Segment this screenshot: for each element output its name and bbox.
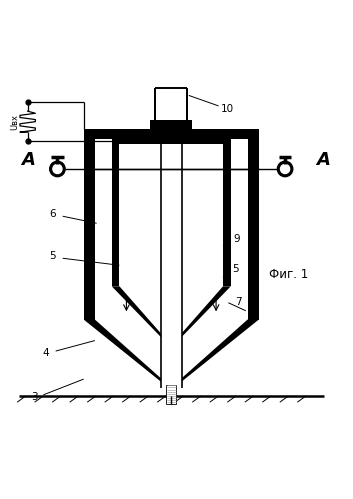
Text: 10: 10 — [221, 104, 234, 114]
Text: Uвх: Uвх — [10, 114, 19, 130]
Bar — [231, 139, 247, 319]
Polygon shape — [112, 144, 119, 286]
Text: 5: 5 — [49, 251, 55, 261]
Text: 7: 7 — [235, 297, 241, 307]
Circle shape — [50, 161, 65, 177]
Polygon shape — [112, 286, 169, 342]
Bar — [95, 139, 112, 319]
Polygon shape — [112, 138, 231, 144]
Bar — [161, 144, 182, 388]
Polygon shape — [84, 129, 259, 139]
Polygon shape — [174, 286, 231, 342]
Text: A: A — [21, 151, 35, 169]
Polygon shape — [84, 129, 95, 319]
Circle shape — [53, 164, 62, 174]
Text: 4: 4 — [43, 348, 49, 358]
Text: Фиг. 1: Фиг. 1 — [269, 267, 308, 280]
Polygon shape — [247, 129, 259, 319]
Text: 6: 6 — [49, 210, 55, 220]
Text: 9: 9 — [234, 234, 240, 244]
Text: A: A — [317, 151, 330, 169]
Polygon shape — [150, 120, 192, 134]
Text: 3: 3 — [31, 392, 38, 402]
Polygon shape — [223, 144, 231, 286]
Bar — [166, 385, 176, 404]
Circle shape — [277, 161, 293, 177]
Text: 5: 5 — [232, 264, 239, 274]
Polygon shape — [175, 319, 259, 384]
Polygon shape — [84, 319, 168, 384]
Circle shape — [281, 164, 289, 174]
Bar — [155, 88, 187, 120]
